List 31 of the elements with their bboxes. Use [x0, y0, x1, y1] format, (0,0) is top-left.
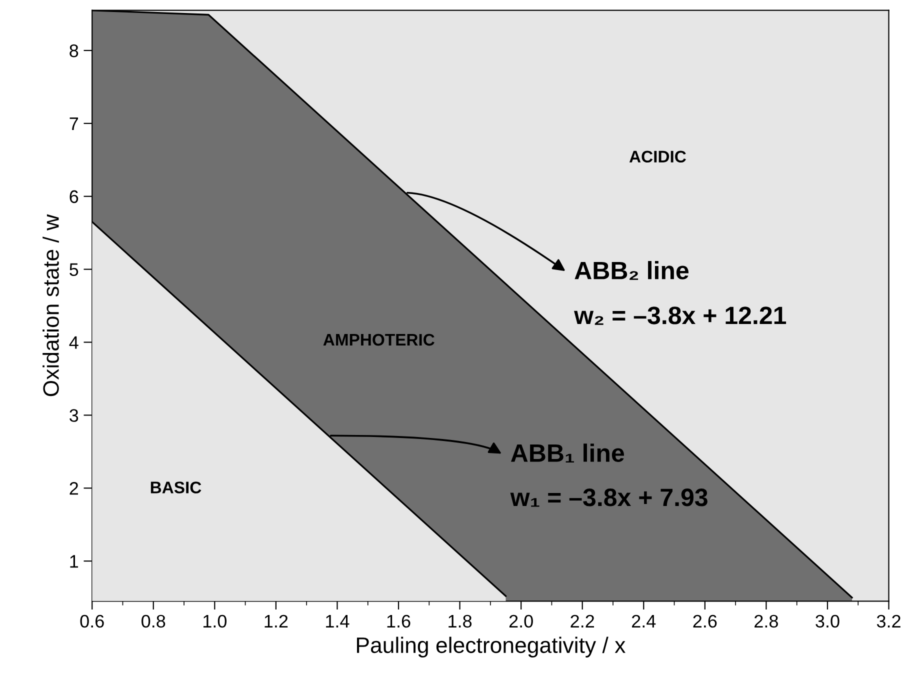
x-tick-label: 3.2 [876, 614, 900, 628]
y-axis-title: Oxidation state / w [42, 214, 59, 396]
annotation: w₂ = –3.8x + 12.21 [574, 306, 786, 325]
annotation: ABB₂ line [574, 261, 689, 280]
annotation: w₁ = –3.8x + 7.93 [510, 488, 708, 507]
x-tick-label: 3.0 [816, 614, 840, 628]
y-tick-label: 5 [70, 263, 78, 276]
y-tick-label: 1 [70, 555, 78, 568]
y-tick-label: 4 [69, 336, 78, 349]
x-tick-label: 1.2 [264, 614, 288, 628]
y-tick-label: 8 [70, 44, 78, 58]
x-tick-label: 1.4 [326, 615, 350, 628]
x-tick-label: 2.2 [570, 614, 594, 628]
x-tick-label: 2.6 [693, 614, 717, 628]
annotation: AMPHOTERIC [323, 334, 434, 346]
y-tick-label: 3 [70, 409, 78, 422]
x-tick-label: 1.0 [203, 614, 227, 628]
y-tick-label: 2 [70, 482, 78, 495]
annotation: BASIC [150, 482, 202, 494]
x-axis-title: Pauling electronegativity / x [357, 636, 626, 658]
y-tick-label: 7 [70, 118, 78, 130]
x-tick-label: 1.8 [448, 614, 472, 628]
x-tick-label: 1.6 [387, 614, 410, 628]
x-tick-label: 0.8 [142, 614, 166, 628]
x-tick-label: 0.6 [80, 614, 104, 628]
x-tick-label: 2.8 [754, 614, 778, 628]
annotation: ACIDIC [629, 150, 686, 163]
annotation: ABB₁ line [510, 444, 624, 462]
y-tick-label: 6 [70, 190, 78, 204]
x-tick-label: 2.4 [632, 614, 656, 628]
x-tick-label: 2.0 [509, 614, 533, 628]
